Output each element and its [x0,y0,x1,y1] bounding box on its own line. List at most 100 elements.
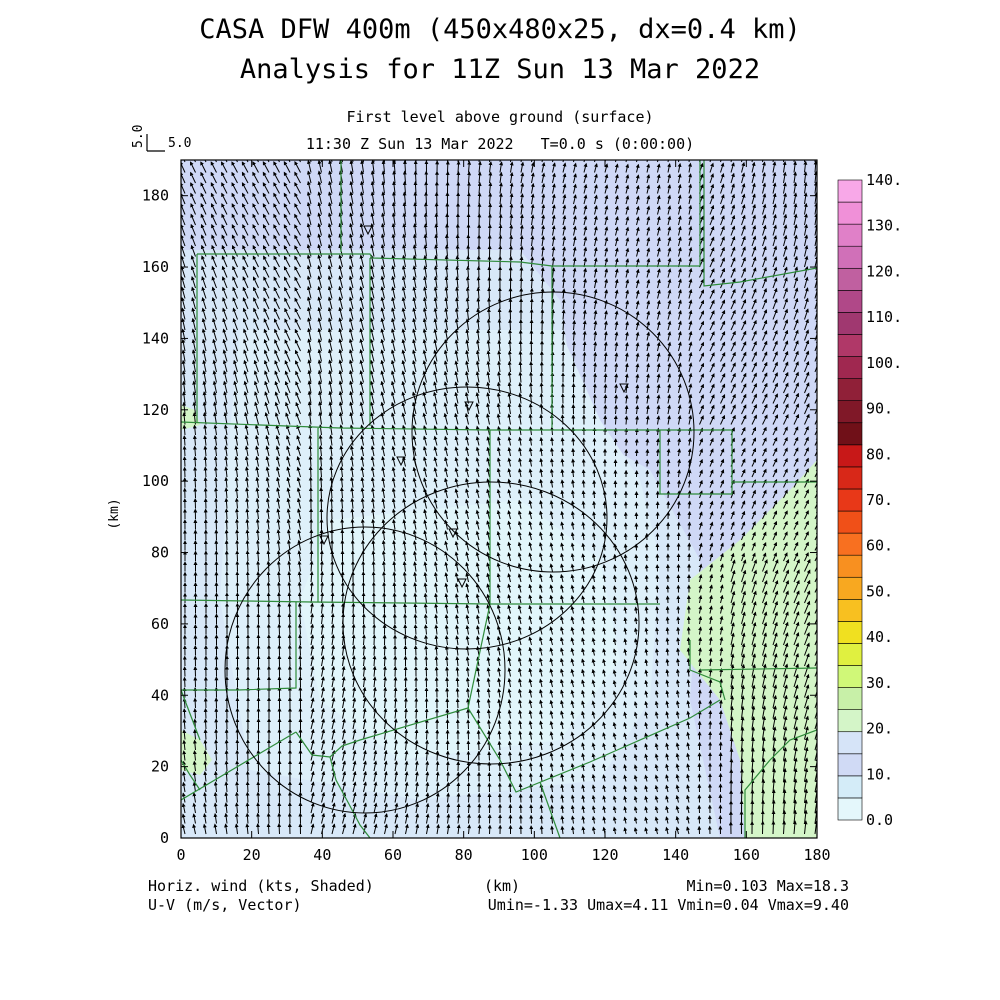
wind-vector [181,338,186,352]
wind-vector [750,789,755,803]
wind-vector [181,223,186,236]
wind-vector [466,719,471,730]
wind-vector [224,466,229,478]
wind-vector [729,747,734,761]
wind-vector [340,508,345,520]
wind-vector [221,213,228,226]
wind-vector [234,455,239,467]
wind-vector [191,328,196,341]
wind-vector [529,371,534,383]
wind-vector [235,518,240,530]
y-axis-label: (km) [107,498,122,529]
wind-vector [214,508,219,520]
wind-vector [581,469,586,478]
wind-vector [708,699,713,709]
wind-vector [456,782,461,793]
wind-vector [455,698,460,709]
wind-vector [223,380,228,394]
wind-vector [242,224,249,236]
wind-vector [224,823,229,835]
colorbar-label: 60. [866,537,893,555]
wind-vector [202,401,207,415]
wind-vector [182,750,187,761]
wind-vector [245,539,250,551]
wind-vector [213,401,217,415]
wind-vector [498,224,503,236]
wind-vector [213,455,218,467]
ref-vector-value: 5.0 [131,125,146,148]
wind-vector [645,459,650,467]
wind-vector [644,564,649,572]
wind-vector [244,455,249,467]
wind-vector [252,203,259,215]
wind-vector [234,445,239,457]
wind-vector [211,255,217,268]
wind-vector [222,370,228,383]
wind-vector [192,760,197,772]
wind-vector [192,802,197,814]
wind-vector [613,532,618,541]
wind-vector [592,500,597,509]
wind-vector [252,161,259,173]
wind-vector [253,349,259,362]
wind-vector [212,370,217,383]
wind-vector [201,307,207,320]
wind-vector [213,424,218,436]
wind-vector [242,213,249,226]
wind-vector [456,792,461,803]
wind-vector [190,192,196,205]
wind-vector [665,595,670,604]
wind-vector [210,192,217,205]
wind-vector [202,823,207,835]
colorbar-swatch [837,753,863,777]
wind-vector [602,501,607,509]
wind-vector [243,401,249,415]
wind-vector [424,729,429,740]
wind-vector [222,297,228,310]
wind-vector [203,476,208,488]
wind-vector [266,550,271,562]
wind-vector [203,792,208,803]
wind-vector [223,391,228,404]
wind-vector [676,616,681,625]
wind-vector [181,391,186,404]
wind-vector [212,317,217,331]
wind-vector [539,392,544,404]
y-tick-label: 0 [160,829,169,847]
wind-vector [182,718,187,730]
wind-vector [231,192,238,205]
wind-vector [234,487,239,499]
wind-vector [181,781,186,793]
colorbar-swatch [837,356,863,379]
wind-vector [392,592,397,604]
footer-uv-range: Umin=-1.33 Umax=4.11 Vmin=0.04 Vmax=9.40 [488,896,849,914]
wind-vector [222,359,228,373]
wind-vector [211,276,217,289]
wind-vector [613,522,618,530]
wind-vector [666,479,671,488]
wind-vector [265,445,270,457]
time-subtitle: 11:30 Z Sun 13 Mar 2022 T=0.0 s (0:00:00… [305,135,695,153]
wind-vector [340,592,345,604]
wind-vector [242,203,249,215]
wind-vector [192,813,197,824]
colorbar-swatch [837,290,863,313]
wind-vector [243,391,249,404]
wind-vector [330,571,335,583]
wind-vector [298,644,303,656]
wind-vector [191,286,196,299]
wind-vector [224,508,229,520]
wind-vector [234,434,239,446]
wind-vector [623,553,628,562]
wind-vector [424,645,429,656]
wind-vector [234,823,239,835]
wind-vector [213,812,218,824]
wind-vector [243,338,249,352]
colorbar-label: 80. [866,445,893,463]
wind-vector [655,585,660,593]
wind-vector [351,602,356,614]
wind-vector [445,771,450,782]
wind-vector [560,437,565,446]
wind-vector [192,435,197,446]
